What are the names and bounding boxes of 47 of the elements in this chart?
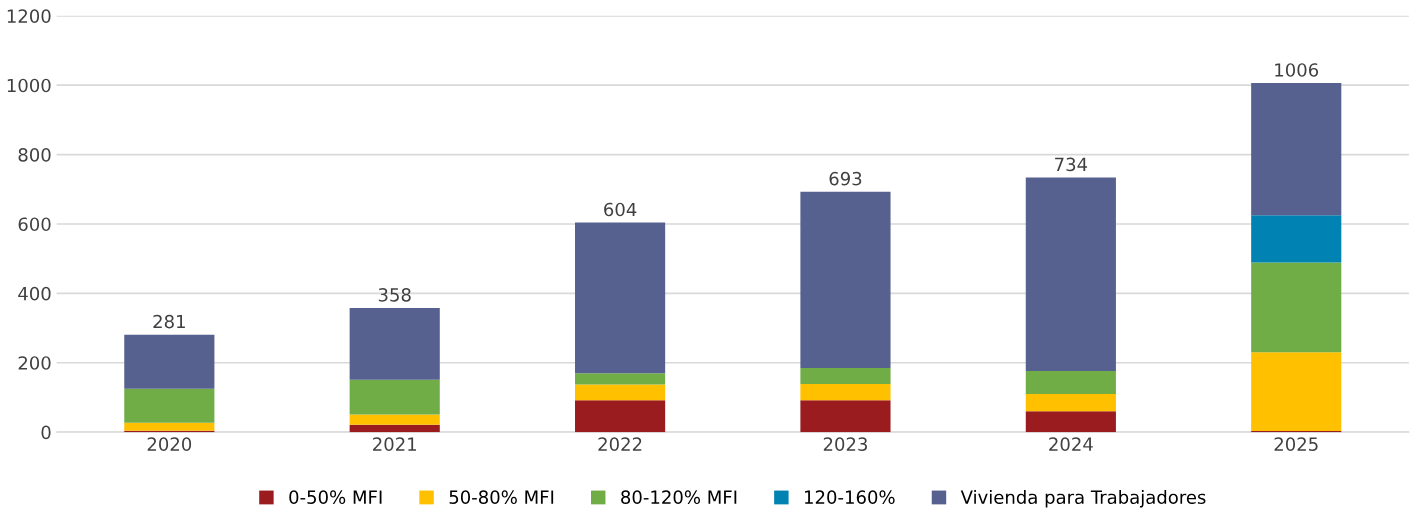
bar — [1251, 215, 1342, 263]
legend-label: 0-50% MFI — [289, 490, 382, 504]
bar — [800, 367, 891, 384]
x-tick-label: 2022 — [598, 437, 642, 451]
x-tick-label: 2025 — [1274, 437, 1318, 451]
legend-label: 50-80% MFI — [449, 490, 554, 504]
bar — [575, 222, 666, 374]
legend-label: Vivienda para Trabajadores — [960, 490, 1206, 508]
x-tick-label: 2023 — [823, 437, 867, 451]
bar — [1251, 83, 1342, 216]
bar — [349, 379, 440, 415]
bar — [575, 400, 666, 433]
y-tick-label: 1200 — [7, 9, 51, 23]
bar — [800, 383, 891, 401]
y-tick-label: 600 — [18, 217, 51, 232]
bar — [124, 388, 215, 423]
total-label: 1006 — [1275, 63, 1319, 77]
bar — [349, 307, 440, 380]
total-label: 734 — [1055, 157, 1088, 172]
legend-label: 120-160% — [805, 490, 895, 504]
bar — [575, 384, 666, 401]
bar — [1251, 352, 1342, 432]
bar — [575, 373, 666, 385]
bar — [1025, 371, 1116, 394]
bar — [1025, 411, 1116, 433]
x-tick-label: 2020 — [147, 437, 192, 451]
y-tick-label: 1000 — [7, 78, 51, 93]
y-tick-label: 200 — [18, 356, 51, 370]
bar — [1251, 262, 1342, 353]
total-label: 281 — [153, 314, 185, 329]
y-tick-label: 0 — [41, 425, 51, 440]
bar — [124, 334, 215, 389]
bar — [800, 191, 891, 368]
total-label: 604 — [604, 202, 637, 217]
legend-label: 80-120% MFI — [621, 490, 737, 504]
y-tick-label: 800 — [18, 148, 51, 162]
bar — [349, 424, 440, 433]
x-tick-label: 2021 — [373, 437, 417, 451]
x-tick-label: 2024 — [1049, 437, 1093, 451]
total-label: 693 — [829, 171, 862, 186]
bar — [349, 414, 440, 425]
y-tick-label: 400 — [18, 286, 51, 301]
bar — [1025, 177, 1116, 372]
bar — [800, 400, 891, 433]
total-label: 358 — [378, 288, 411, 302]
bar — [124, 422, 215, 431]
bar — [1025, 393, 1116, 412]
